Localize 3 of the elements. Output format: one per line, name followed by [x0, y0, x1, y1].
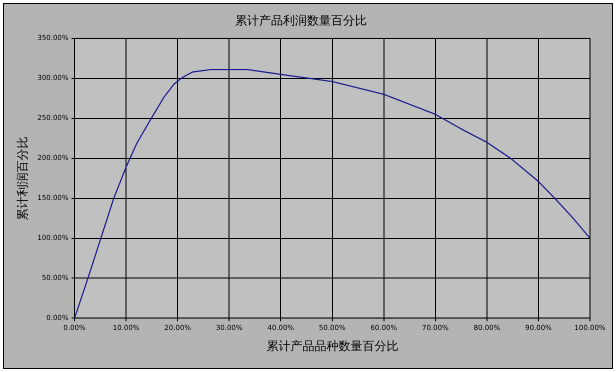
y-axis-title: 累计利润百分比 [15, 136, 30, 220]
chart-title: 累计产品利润数量百分比 [235, 13, 367, 28]
x-axis-title: 累计产品品种数量百分比 [266, 338, 398, 353]
